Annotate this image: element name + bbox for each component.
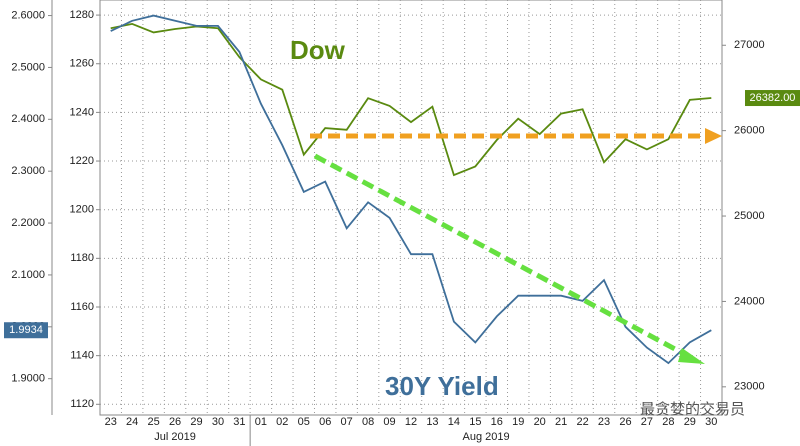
y3-tick-label: 1260: [70, 58, 94, 70]
x-tick-label: 08: [362, 416, 374, 428]
x-tick-label: 07: [341, 416, 353, 428]
y3-tick-label: 1240: [70, 106, 94, 118]
x-tick-label: 22: [576, 416, 588, 428]
flat-arrow-head: [705, 128, 722, 144]
y-tick-label: 2.2000: [11, 217, 45, 229]
y-tick-label: 2.5000: [11, 61, 45, 73]
x-group-label: Jul 2019: [154, 431, 196, 443]
last-value-tag: [745, 90, 800, 107]
y2-tick-label: 24000: [734, 295, 765, 307]
x-tick-label: 21: [555, 416, 567, 428]
x-tick-label: 09: [383, 416, 395, 428]
x-tick-label: 26: [619, 416, 631, 428]
x-tick-label: 30: [705, 416, 717, 428]
y2-tick-label: 27000: [734, 39, 765, 51]
x-tick-label: 12: [405, 416, 417, 428]
x-tick-label: 27: [641, 416, 653, 428]
y-tick-label: 2.6000: [11, 9, 45, 21]
x-tick-label: 31: [233, 416, 245, 428]
y-tick-label: 2.3000: [11, 165, 45, 177]
x-tick-label: 29: [190, 416, 202, 428]
x-tick-label: 23: [105, 416, 117, 428]
y3-tick-label: 1140: [70, 350, 94, 362]
y-tick-label: 2.4000: [11, 113, 45, 125]
x-tick-label: 28: [662, 416, 674, 428]
x-tick-label: 13: [426, 416, 438, 428]
last-value-label: 1.9934: [9, 324, 43, 336]
last-value-label: 26382.00: [750, 92, 796, 104]
x-tick-label: 29: [684, 416, 696, 428]
y3-tick-label: 1120: [70, 398, 94, 410]
x-tick-label: 02: [276, 416, 288, 428]
x-tick-label: 30: [212, 416, 224, 428]
down-arrow-head: [678, 348, 705, 364]
x-tick-label: 06: [319, 416, 331, 428]
x-tick-label: 16: [491, 416, 503, 428]
x-tick-label: 05: [298, 416, 310, 428]
x-tick-label: 26: [169, 416, 181, 428]
y3-tick-label: 1180: [70, 252, 94, 264]
trend-arrows: [310, 128, 722, 364]
x-tick-label: 23: [598, 416, 610, 428]
dow-annotation: Dow: [290, 35, 346, 65]
watermark: 最贪婪的交易员: [640, 400, 745, 418]
x-tick-label: 25: [147, 416, 159, 428]
y3-tick-label: 1160: [70, 301, 94, 313]
series-line: [110, 14, 712, 365]
last-value-tag: [4, 322, 48, 339]
x-tick-label: 01: [255, 416, 267, 428]
y-tick-label: 1.9000: [11, 373, 45, 385]
x-tick-label: 14: [448, 416, 460, 428]
x-tick-label: 24: [126, 416, 138, 428]
down-arrow: [313, 153, 690, 359]
y3-tick-label: 1200: [70, 204, 94, 216]
y3-tick-label: 1280: [70, 9, 94, 21]
series-line: [110, 22, 712, 177]
y-tick-label: 2.1000: [11, 269, 45, 281]
x-tick-label: 15: [469, 416, 481, 428]
x-tick-label: 20: [534, 416, 546, 428]
x-tick-label: 19: [512, 416, 524, 428]
y3-tick-label: 1220: [70, 155, 94, 167]
yield-annotation: 30Y Yield: [385, 371, 499, 401]
y2-tick-label: 26000: [734, 125, 765, 137]
y2-tick-label: 25000: [734, 210, 765, 222]
y2-tick-label: 23000: [734, 381, 765, 393]
x-group-label: Aug 2019: [463, 431, 510, 443]
